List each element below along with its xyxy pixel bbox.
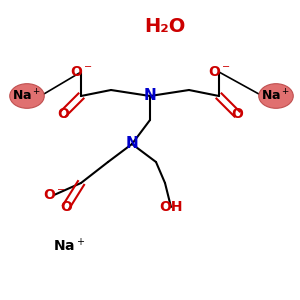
Text: N: N (144, 88, 156, 104)
Text: Na$^+$: Na$^+$ (53, 237, 85, 255)
Text: Na$^+$: Na$^+$ (13, 88, 41, 103)
Text: O$^-$: O$^-$ (208, 65, 230, 79)
Text: O: O (231, 107, 243, 121)
Text: N: N (126, 136, 138, 152)
Ellipse shape (259, 84, 293, 108)
Text: Na$^+$: Na$^+$ (262, 88, 290, 103)
Text: O$^-$: O$^-$ (43, 188, 65, 202)
Text: O$^-$: O$^-$ (70, 65, 92, 79)
Text: O: O (57, 107, 69, 121)
Ellipse shape (10, 84, 44, 108)
Text: H₂O: H₂O (144, 17, 186, 37)
Text: OH: OH (159, 200, 183, 214)
Text: O: O (60, 200, 72, 214)
